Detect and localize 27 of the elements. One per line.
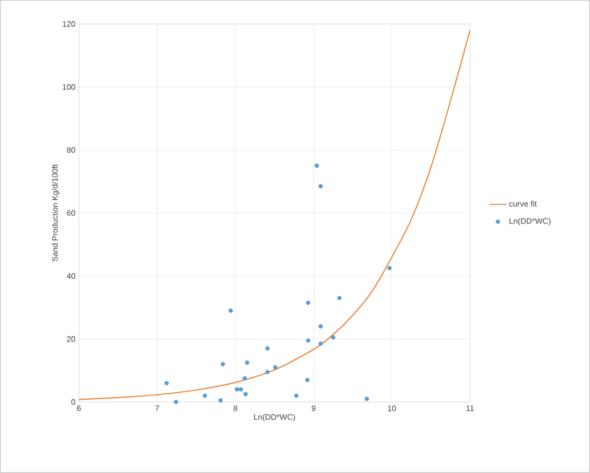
point: [265, 370, 270, 374]
point: [265, 346, 270, 351]
point: [273, 365, 278, 370]
point: [306, 300, 310, 305]
point: [242, 376, 247, 381]
point: [318, 184, 323, 188]
point: [318, 342, 323, 346]
point: [238, 387, 244, 392]
line-series: [79, 30, 470, 400]
point: [330, 335, 336, 340]
point: [337, 296, 342, 300]
point: [174, 400, 178, 404]
point: [220, 362, 226, 366]
point: [364, 396, 369, 402]
point: [228, 308, 233, 313]
point: [294, 393, 299, 398]
point: [314, 164, 319, 168]
point: [318, 324, 323, 329]
point: [306, 338, 310, 343]
point: [234, 387, 240, 392]
point: [387, 266, 392, 270]
point: [218, 398, 223, 403]
point: [244, 360, 250, 365]
point: [164, 380, 169, 386]
point: [243, 392, 248, 396]
point: [202, 393, 208, 398]
point: [305, 378, 310, 382]
